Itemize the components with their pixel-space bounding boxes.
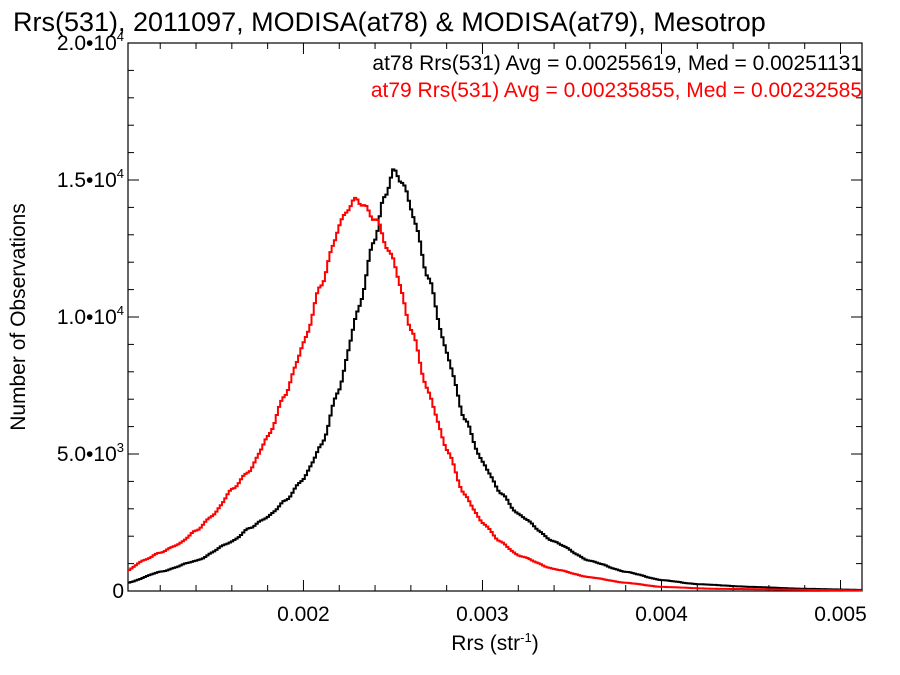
legend-entry-at78: at78 Rrs(531) Avg = 0.00255619, Med = 0.… bbox=[372, 52, 862, 75]
y-tick-label: 2.0•104 bbox=[57, 29, 124, 55]
series-line-at78 bbox=[128, 168, 862, 591]
x-tick-label: 0.003 bbox=[456, 603, 509, 626]
x-axis-label-close: ) bbox=[532, 632, 539, 655]
y-tick-label: 5.0•103 bbox=[57, 440, 124, 466]
y-axis: 0 5.0•103 1.0•104 1.5•104 2.0•104 bbox=[57, 29, 862, 603]
y-tick-label: 1.0•104 bbox=[57, 303, 124, 329]
y-tick-label: 1.5•104 bbox=[57, 166, 124, 192]
x-axis-label: Rrs (str-1) bbox=[451, 630, 538, 655]
plot-frame bbox=[127, 42, 863, 592]
x-axis: 0.002 0.003 0.004 0.005 bbox=[159, 43, 867, 626]
y-tick-label: 0 bbox=[112, 580, 124, 603]
legend-entry-at79: at79 Rrs(531) Avg = 0.00235855, Med = 0.… bbox=[371, 79, 862, 102]
x-axis-label-sup: -1 bbox=[520, 630, 532, 645]
x-tick-label: 0.005 bbox=[814, 603, 867, 626]
x-tick-label: 0.004 bbox=[635, 603, 688, 626]
y-axis-label: Number of Observations bbox=[7, 203, 30, 431]
series-layer bbox=[128, 168, 862, 592]
chart-title: Rrs(531), 2011097, MODISA(at78) & MODISA… bbox=[13, 7, 766, 37]
series-line-at79 bbox=[128, 196, 862, 592]
x-tick-label: 0.002 bbox=[277, 603, 330, 626]
x-axis-label-base: Rrs (str bbox=[451, 632, 520, 655]
